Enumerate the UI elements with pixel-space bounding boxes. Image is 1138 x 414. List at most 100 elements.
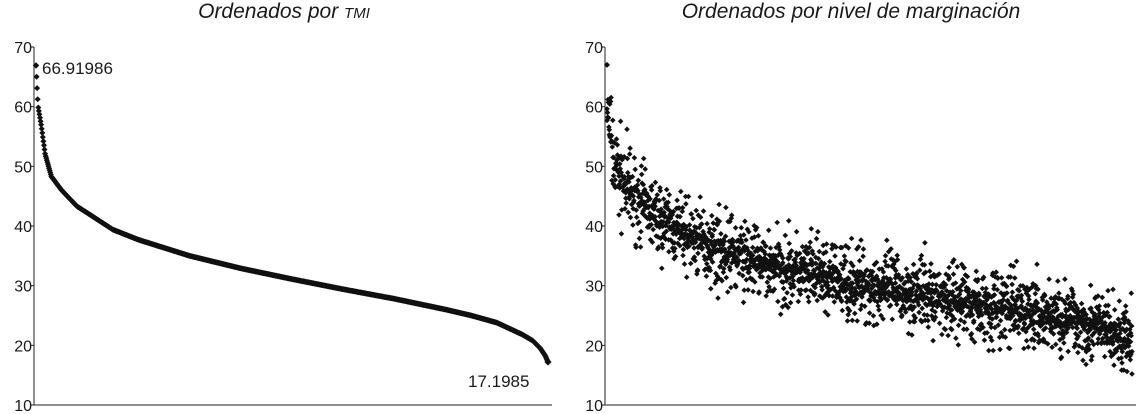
data-point [901,281,907,287]
data-point [955,300,962,306]
data-point [854,318,860,324]
data-point [655,234,661,240]
data-point [1062,300,1068,307]
data-point [831,286,837,293]
data-point [831,299,838,305]
data-point [1110,339,1116,345]
data-point [753,224,760,231]
data-point [834,267,840,273]
data-point [932,309,938,315]
data-point [976,309,983,315]
data-point [1021,345,1027,352]
data-point [789,271,796,278]
data-point [731,252,738,259]
data-point [1004,298,1011,305]
data-point [786,240,792,247]
y-tick-label: 20 [14,338,32,355]
data-point [1095,293,1101,299]
data-point [752,261,758,268]
data-point [784,290,790,296]
data-point [990,347,996,354]
data-point [850,263,856,269]
data-point [943,314,950,321]
data-point [934,272,941,278]
data-point [952,280,959,286]
data-point [1025,344,1032,350]
data-point [649,182,655,189]
data-point [860,246,867,252]
data-point [1127,357,1134,363]
data-point [1085,335,1092,341]
data-point [697,214,704,220]
data-point [914,275,921,282]
y-tick-label: 10 [585,398,603,414]
data-point [963,287,969,294]
data-point [682,193,689,200]
data-point [925,317,931,324]
data-point [825,282,831,289]
data-point [921,295,928,302]
data-point [984,330,990,336]
data-point [930,302,936,309]
data-point [887,302,894,309]
data-point [726,264,733,270]
data-point [955,342,962,348]
data-point [1070,306,1077,313]
data-point [839,307,846,314]
chart-left-annotation-min: 17.1985 [468,372,529,391]
data-point [1034,261,1040,268]
data-point [1041,319,1047,326]
data-point [779,304,786,310]
data-point [841,262,847,268]
data-point [1098,318,1104,324]
data-point [1105,302,1112,309]
data-point [635,177,642,184]
data-point [771,286,778,292]
data-point [974,297,981,303]
data-point [773,271,780,277]
data-point [1128,332,1134,339]
data-point [1013,258,1020,265]
data-point [827,258,833,265]
data-point [950,271,957,277]
data-point [1086,346,1093,353]
y-tick-label: 70 [14,40,32,57]
data-point [736,258,742,264]
data-point [739,239,745,246]
data-point [784,275,791,282]
data-point [708,238,714,245]
data-point [1039,297,1046,303]
data-point [689,231,696,237]
data-point [694,231,700,237]
data-point [1050,316,1056,322]
data-point [913,270,920,276]
data-point [880,269,887,275]
data-point [637,202,643,209]
data-point [960,302,966,309]
data-point [761,264,767,271]
data-point [755,233,762,239]
data-point [977,306,984,313]
data-point [853,274,860,281]
data-point [965,286,972,293]
data-point [845,245,852,251]
data-point [707,267,714,274]
data-point [633,207,640,213]
data-point [993,269,999,275]
data-point [722,261,729,268]
data-point [994,286,1001,293]
data-point [792,259,799,266]
data-point [1108,325,1114,331]
data-point [676,222,682,228]
data-point [686,243,692,249]
data-point [638,163,645,169]
data-point [1024,325,1031,331]
data-point [967,308,974,315]
data-point [782,232,789,239]
data-point [1018,312,1025,318]
data-point [40,138,47,145]
data-point [838,298,845,305]
data-point [821,272,827,279]
data-point [1069,294,1076,300]
data-point [907,319,913,325]
